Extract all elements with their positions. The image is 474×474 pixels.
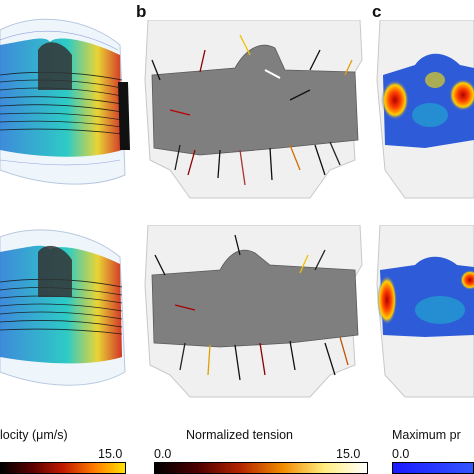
colorbar-pressure-min: 0.0: [392, 447, 410, 461]
colorbar-label-velocity: locity (μm/s): [0, 428, 68, 442]
colorbar-tension-min: 0.0: [154, 447, 172, 461]
panel-b-bottom: [140, 225, 370, 400]
panel-letter-c: c: [372, 2, 382, 21]
streamline-plot-top: [0, 18, 130, 185]
colorbar-label-pressure: Maximum pr: [392, 428, 461, 442]
streamline-plot-bottom: [0, 229, 126, 386]
tension-plot-bottom: [144, 225, 363, 398]
colorbar-velocity: [0, 462, 126, 474]
colorbar-tension: [154, 462, 368, 474]
panel-c-top: [375, 20, 474, 200]
panel-b-top: [140, 20, 370, 200]
pressure-plot-bottom: [376, 225, 474, 398]
tension-plot-top: [144, 20, 363, 199]
panel-letter-b: b: [136, 2, 147, 21]
colorbar-pressure: [392, 462, 474, 474]
colorbar-label-tension: Normalized tension: [186, 428, 293, 442]
colorbar-velocity-max: 15.0: [98, 447, 123, 461]
panel-a-top: [0, 0, 135, 195]
pressure-plot-top: [376, 20, 474, 199]
colorbar-tension-max: 15.0: [336, 447, 361, 461]
panel-a-bottom: [0, 222, 135, 397]
panel-c-bottom: [375, 225, 474, 400]
